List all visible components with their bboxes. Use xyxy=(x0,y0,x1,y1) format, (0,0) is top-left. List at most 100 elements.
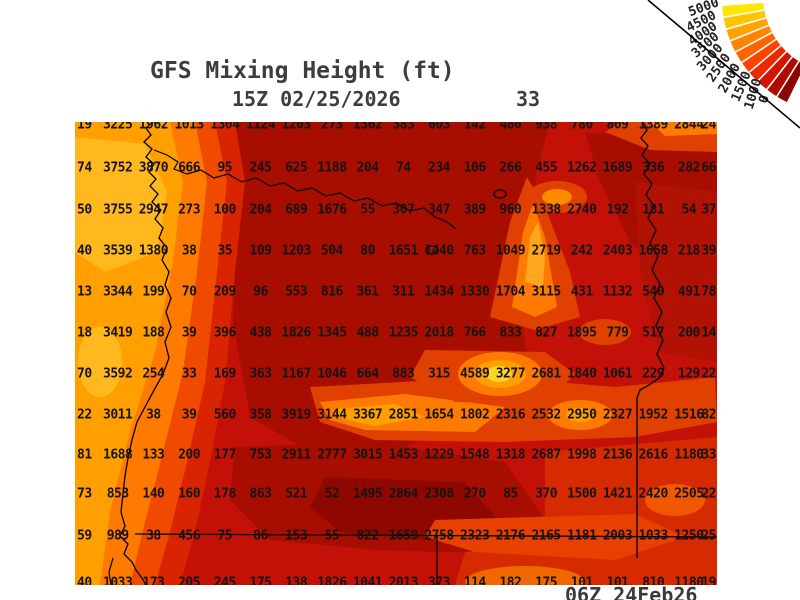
grid-value: 1826 xyxy=(281,325,312,341)
grid-value: 40 xyxy=(77,243,92,259)
grid-value: 140 xyxy=(142,486,165,502)
grid-value: 39 xyxy=(181,325,197,341)
contour-fill-hotspot-yellow xyxy=(486,366,512,382)
colorbar-tick-label: 4500 xyxy=(684,8,719,36)
grid-value: 3419 xyxy=(103,325,133,341)
grid-value: 810 xyxy=(642,575,665,586)
grid-value: 455 xyxy=(535,160,558,176)
grid-value: 827 xyxy=(535,325,558,341)
grid-value: 52 xyxy=(324,486,340,502)
grid-value: 70 xyxy=(181,284,197,300)
grid-value: 1389 xyxy=(638,122,669,133)
grid-value: 1345 xyxy=(317,325,347,341)
grid-value: 22 xyxy=(77,407,92,423)
grid-value: 78 xyxy=(701,284,716,300)
grid-value: 1895 xyxy=(567,325,597,341)
grid-value: 863 xyxy=(249,486,272,502)
grid-value: 209 xyxy=(213,284,236,300)
grid-value: 205 xyxy=(178,575,201,586)
grid-value: 488 xyxy=(356,325,379,341)
grid-value: 363 xyxy=(249,366,272,382)
grid-value: 2165 xyxy=(531,528,561,544)
lake-loop-2 xyxy=(425,245,439,255)
contour-fill-band-core xyxy=(335,404,425,426)
grid-value: 234 xyxy=(428,160,450,176)
grid-value: 96 xyxy=(253,284,268,300)
grid-value: 18 xyxy=(77,325,92,341)
grid-value: 14 xyxy=(701,325,716,341)
columbia-river xyxy=(153,149,457,230)
grid-value: 1188 xyxy=(317,160,347,176)
grid-value: 254 xyxy=(142,366,165,382)
grid-value: 1061 xyxy=(602,366,633,382)
grid-value: 55 xyxy=(324,528,340,544)
grid-value: 82 xyxy=(701,407,716,423)
grid-value: 1203 xyxy=(281,243,312,259)
grid-value: 2308 xyxy=(424,486,454,502)
grid-value: 438 xyxy=(249,325,272,341)
grid-value: 1318 xyxy=(495,447,526,463)
grid-value: 80 xyxy=(360,243,375,259)
colorbar-tick-label: 2500 xyxy=(704,51,734,85)
grid-value: 2003 xyxy=(602,528,633,544)
valid-time: 15Z 02/25/2026 xyxy=(232,87,401,111)
grid-value: 19 xyxy=(701,575,716,586)
grid-value: 85 xyxy=(503,486,518,502)
grid-value: 3144 xyxy=(317,407,347,423)
grid-value: 1658 xyxy=(638,243,669,259)
grid-value: 625 xyxy=(285,160,308,176)
grid-value: 2687 xyxy=(531,447,561,463)
grid-value: 35 xyxy=(217,243,233,259)
grid-value: 603 xyxy=(428,122,450,133)
grid-value: 1654 xyxy=(424,407,454,423)
grid-value: 3115 xyxy=(531,284,561,300)
grid-value: 1548 xyxy=(460,447,490,463)
grid-value: 74 xyxy=(395,160,411,176)
grid-value: 39 xyxy=(701,243,716,259)
grid-values-layer: 19 3225 1962 1013 1304 1124 1203 273 1362 383 603 1… xyxy=(75,122,717,585)
colorbar-wedge xyxy=(755,49,794,92)
grid-value: 2505 xyxy=(674,486,704,502)
grid-value: 311 xyxy=(392,284,415,300)
grid-value: 4589 xyxy=(460,366,490,382)
grid-value: 1167 xyxy=(281,366,312,382)
grid-value: 2136 xyxy=(602,447,633,463)
grid-value: 2740 xyxy=(567,202,597,218)
grid-value: 22 xyxy=(701,486,716,502)
colorbar-tick-label: 1000 xyxy=(742,77,766,111)
grid-value: 3592 xyxy=(103,366,133,382)
grid-value: 153 xyxy=(285,528,308,544)
grid-value: 55 xyxy=(360,202,375,218)
grid-value: 200 xyxy=(677,325,700,341)
grid-value: 218 xyxy=(677,243,700,259)
grid-value: 2018 xyxy=(424,325,454,341)
grid-value: 1235 xyxy=(388,325,419,341)
grid-value: 2616 xyxy=(638,447,669,463)
colorbar-wedge xyxy=(740,37,783,74)
grid-value: 1516 xyxy=(674,407,704,423)
grid-value: 282 xyxy=(677,160,700,176)
grid-value: 19 xyxy=(77,122,92,133)
grid-value: 2316 xyxy=(495,407,526,423)
grid-value: 1262 xyxy=(567,160,597,176)
grid-value: 2327 xyxy=(602,407,633,423)
grid-value: 766 xyxy=(463,325,486,341)
colorbar-wedge xyxy=(733,31,778,65)
colorbar-tick-label: 0 xyxy=(756,94,772,105)
grid-value: 521 xyxy=(285,486,308,502)
grid-value: 1250 xyxy=(674,528,704,544)
grid-value: 1229 xyxy=(424,447,454,463)
grid-value: 664 xyxy=(356,366,379,382)
grid-value: 3919 xyxy=(281,407,312,423)
grid-value: 181 xyxy=(642,202,665,218)
grid-value: 833 xyxy=(499,325,522,341)
lake-loop-1 xyxy=(493,189,507,199)
grid-value: 1380 xyxy=(138,243,169,259)
grid-value: 245 xyxy=(249,160,272,176)
contour-fill-orange-bottom xyxy=(465,566,585,585)
grid-value: 1033 xyxy=(103,575,133,586)
grid-value: 188 xyxy=(142,325,165,341)
colorbar-tick-label: 3500 xyxy=(689,29,723,61)
grid-value: 54 xyxy=(681,202,697,218)
